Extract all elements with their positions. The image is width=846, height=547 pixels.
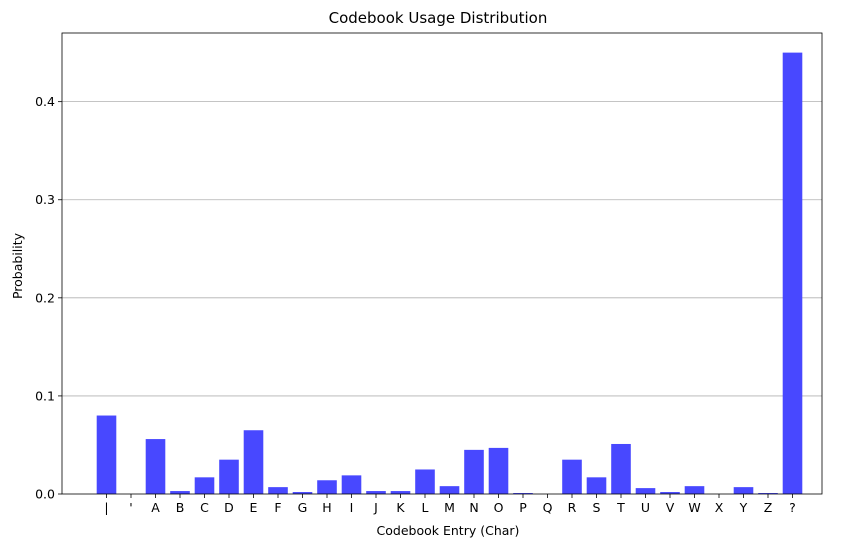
x-tick-label: S [593,500,601,515]
bars [96,52,803,495]
x-tick-label: I [350,500,354,515]
bar [635,488,656,494]
x-tick-label: A [151,500,160,515]
bar [733,487,754,494]
bar [439,486,460,494]
x-tick-label: K [396,500,405,515]
bar [366,491,386,494]
grid-lines [62,101,822,397]
bar [488,447,509,494]
y-tick-label: 0.2 [35,290,55,305]
chart-title: Codebook Usage Distribution [329,9,548,27]
x-tick-label: T [616,500,625,515]
x-tick-label: J [373,500,378,515]
x-axis-label: Codebook Entry (Char) [377,523,520,538]
x-tick-label: O [494,500,504,515]
bar [415,469,435,494]
bar [194,477,215,494]
bar [758,493,778,494]
bar [219,459,239,494]
x-tick-label: E [250,500,258,515]
bar [660,492,680,494]
bar [317,480,337,494]
x-tick-label: R [568,500,577,515]
y-tick-label: 0.4 [35,94,55,109]
x-tick-label: P [519,500,527,515]
bar [464,449,484,494]
x-tick-label: V [666,500,675,515]
y-ticks: 0.0 0.1 0.2 0.3 0.4 [35,94,62,502]
axes [61,32,823,495]
bar [782,52,803,495]
x-tick-label: B [176,500,185,515]
bar [268,487,288,494]
x-tick-label: ' [129,500,132,515]
x-tick-label: H [322,500,331,515]
plot-frame [61,32,823,495]
x-tick-label: | [104,500,108,515]
y-axis-label: Probability [10,232,25,299]
bar [586,477,607,494]
x-tick-label: F [274,500,281,515]
bar [684,486,705,494]
y-tick-label: 0.1 [35,388,55,403]
bar [145,439,166,494]
x-tick-label: ? [789,500,796,515]
bar [611,443,631,494]
x-tick-label: Q [543,500,553,515]
x-tick-label: L [422,500,429,515]
bar [170,491,190,494]
x-tick-label: M [444,500,455,515]
x-tick-label: U [641,500,650,515]
x-tick-label: X [715,500,724,515]
x-tick-label: Y [739,500,748,515]
y-tick-label: 0.0 [35,487,55,502]
bar [341,475,362,494]
bar [390,491,411,494]
bar [96,415,117,494]
y-tick-label: 0.3 [35,192,55,207]
x-tick-label: D [224,500,234,515]
x-tick-label: C [200,500,209,515]
bar [513,493,533,494]
bar [562,459,582,494]
x-tick-label: W [688,500,700,515]
x-ticks: | ' A B C D E F G H I J K L M N O P Q R S T U V W X Y Z? [104,494,796,515]
x-tick-label: Z [764,500,773,515]
x-tick-label: N [469,500,478,515]
bar [243,430,264,494]
x-tick-label: G [298,500,308,515]
bar [292,492,313,494]
